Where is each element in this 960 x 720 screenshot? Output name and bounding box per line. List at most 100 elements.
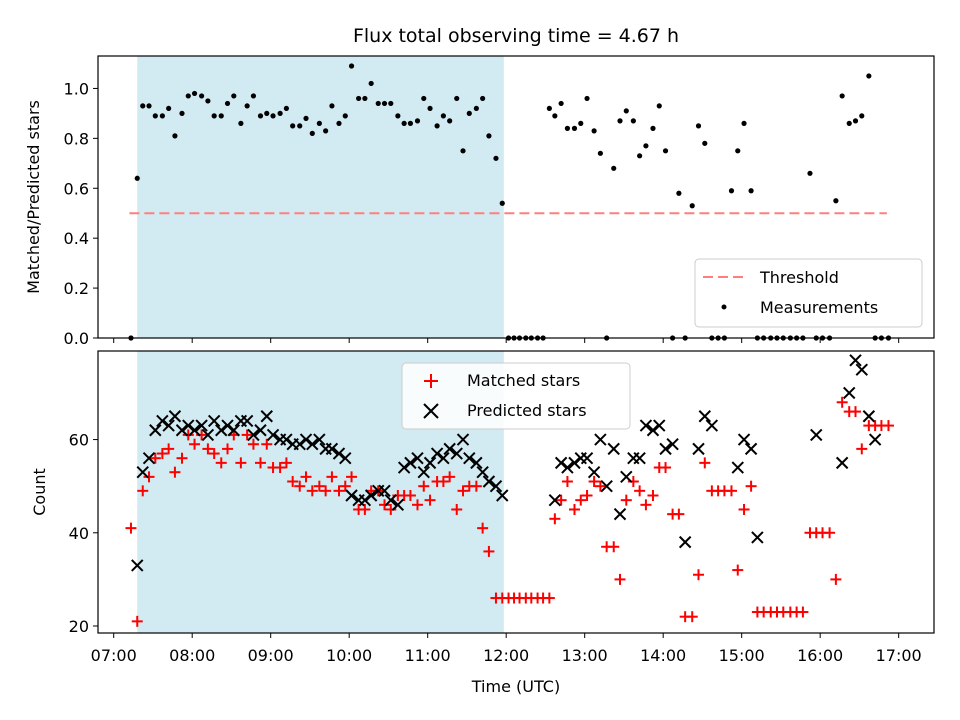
matched-star-marker <box>280 457 292 469</box>
measurement-point <box>134 175 140 181</box>
measurement-point <box>250 93 257 99</box>
predicted-star-marker <box>463 451 476 465</box>
matched-star-marker <box>202 443 214 455</box>
matched-star-marker <box>320 485 332 497</box>
predicted-star-marker <box>162 419 175 432</box>
bottom-x-tick-label: 12:00 <box>483 646 529 665</box>
measurement-point <box>362 95 368 102</box>
predicted-star-marker <box>266 428 280 442</box>
measurement-point <box>564 125 571 131</box>
matched-star-marker <box>313 480 325 492</box>
measurement-point <box>381 100 388 107</box>
predicted-star-marker <box>627 451 640 465</box>
matched-star-marker <box>359 503 371 515</box>
matched-star-marker <box>620 494 632 506</box>
measurement-point <box>643 143 649 149</box>
legend-predicted-swatch <box>423 403 439 419</box>
measurement-point <box>846 120 852 126</box>
predicted-star-marker <box>384 493 398 507</box>
legend-measurements-label: Measurements <box>760 298 878 317</box>
matched-star-marker <box>543 592 555 604</box>
measurement-point <box>238 120 244 126</box>
measurement-point <box>356 95 362 102</box>
matched-star-marker <box>444 471 456 483</box>
top-legend: Threshold Measurements <box>694 258 923 328</box>
matched-star-marker <box>555 494 567 506</box>
measurement-point <box>454 95 460 102</box>
measurement-point <box>597 150 603 156</box>
matched-star-marker <box>856 443 868 455</box>
matched-star-marker <box>830 573 842 585</box>
measurement-point <box>578 120 584 126</box>
measurement-point <box>748 188 754 194</box>
measurement-point <box>499 200 505 206</box>
predicted-star-marker <box>391 498 405 512</box>
matched-star-marker <box>169 466 181 478</box>
measurement-point <box>224 100 231 107</box>
predicted-star-marker <box>810 428 823 442</box>
bottom-legend: Matched stars Predicted stars <box>401 362 631 430</box>
predicted-star-marker <box>868 433 882 446</box>
predicted-star-marker <box>639 419 653 432</box>
matched-star-marker <box>379 499 391 511</box>
predicted-star-marker <box>358 493 372 507</box>
predicted-star-marker <box>613 507 627 521</box>
predicted-star-marker <box>254 424 267 437</box>
matched-star-marker <box>594 480 606 492</box>
top-y-tick-label: 0.4 <box>64 229 89 248</box>
predicted-star-marker <box>345 489 358 502</box>
predicted-star-marker <box>260 410 273 423</box>
legend-predicted-label: Predicted stars <box>467 401 587 420</box>
predicted-star-marker <box>397 461 411 474</box>
bottom-x-tick-label: 13:00 <box>562 646 608 665</box>
measurement-point <box>440 113 446 119</box>
measurement-point <box>546 105 552 112</box>
legend-matched-swatch <box>424 374 438 388</box>
matched-star-marker <box>627 476 639 488</box>
matched-star-marker <box>581 489 593 501</box>
matched-star-marker <box>241 429 253 441</box>
predicted-star-marker <box>221 419 234 432</box>
predicted-star-marker <box>175 424 189 437</box>
measurement-point <box>257 113 264 119</box>
matched-star-marker <box>738 503 750 515</box>
measurement-point <box>807 170 813 176</box>
matched-star-marker <box>451 503 463 515</box>
measurement-point <box>211 113 217 119</box>
matched-star-marker <box>561 476 573 488</box>
measurement-point <box>329 103 335 109</box>
predicted-star-marker <box>168 410 182 423</box>
predicted-star-marker <box>404 456 417 470</box>
predicted-star-marker <box>378 484 391 498</box>
matched-star-marker <box>247 438 259 450</box>
measurement-point <box>702 140 708 146</box>
predicted-star-points <box>131 354 882 572</box>
predicted-star-marker <box>470 456 483 470</box>
bottom-x-tick-label: 09:00 <box>248 646 294 665</box>
bottom-x-tick-label: 11:00 <box>405 646 451 665</box>
bottom-y-axis-label: Count <box>30 468 49 516</box>
predicted-star-marker <box>215 424 228 437</box>
matched-star-marker <box>470 480 482 492</box>
predicted-star-marker <box>417 465 430 479</box>
measurement-point <box>342 113 348 119</box>
matched-star-marker <box>208 448 220 460</box>
predicted-star-marker <box>201 428 215 442</box>
matched-star-marker <box>274 462 286 474</box>
matched-star-marker <box>437 476 449 488</box>
measurement-point <box>395 113 401 119</box>
measurement-point <box>623 108 629 114</box>
matched-star-marker <box>163 443 175 455</box>
predicted-star-marker <box>574 451 587 465</box>
measurement-point <box>676 190 682 196</box>
matched-star-marker <box>156 448 168 460</box>
predicted-star-marker <box>587 465 601 479</box>
measurement-point <box>179 110 185 116</box>
predicted-star-marker <box>731 461 744 474</box>
measurement-point <box>264 110 270 116</box>
matched-star-marker <box>732 564 744 576</box>
matched-star-marker <box>686 611 698 623</box>
measurement-point <box>735 148 741 154</box>
matched-star-marker <box>411 499 423 511</box>
